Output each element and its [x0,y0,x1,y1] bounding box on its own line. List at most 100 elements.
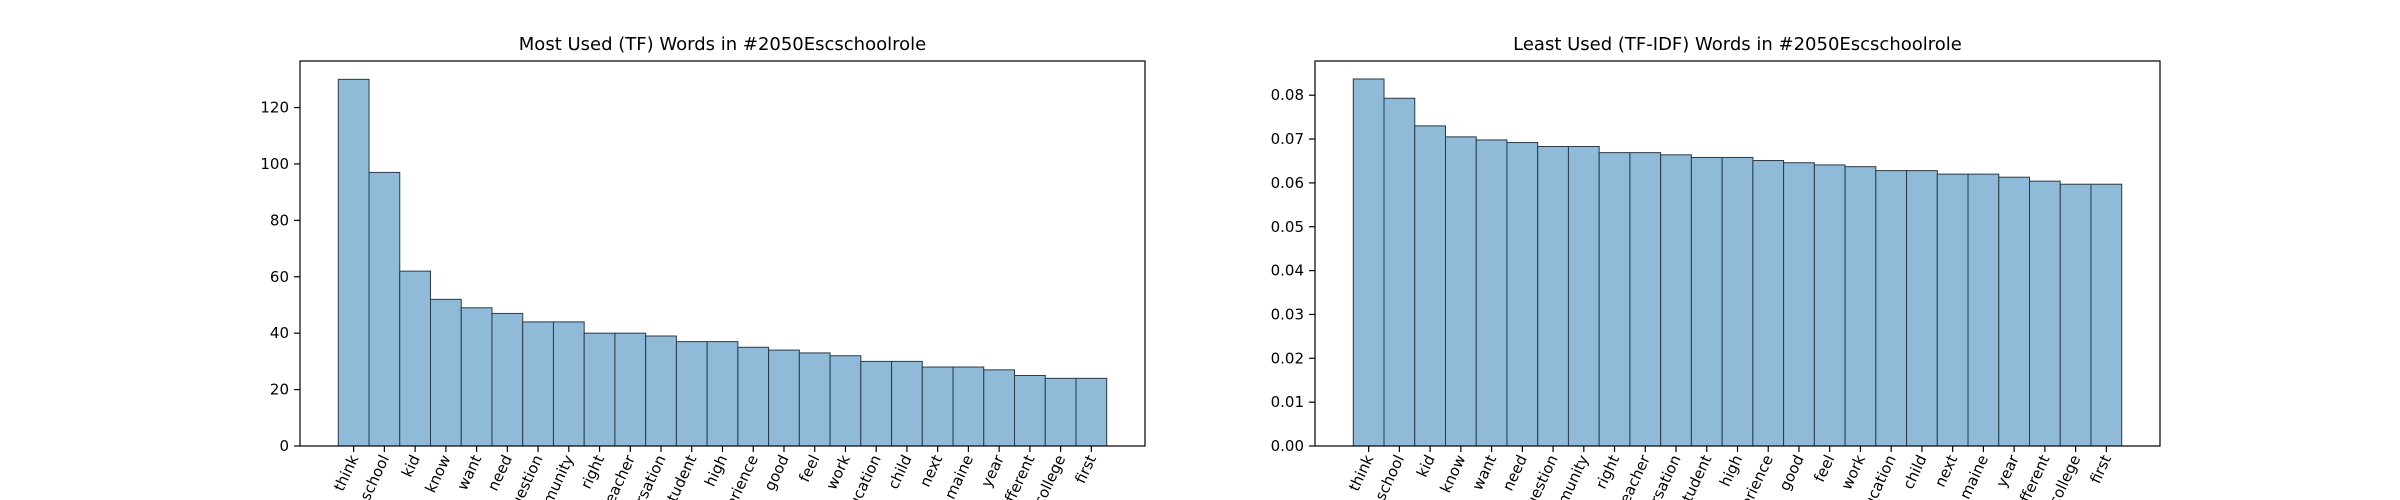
bar [675,341,708,447]
bar [2059,183,2092,447]
bar [1383,97,1416,447]
bar [1813,164,1846,447]
y-tick-label: 0.02 [1271,349,1304,367]
x-tick-label: think [1345,452,1377,494]
bar [1414,125,1446,447]
x-tick-label: high [701,452,731,489]
y-tick-label: 0 [279,437,289,455]
x-tick-label: school [356,452,393,500]
chart: Most Used (TF) Words in #2050Escschoolro… [260,34,1146,500]
x-tick-label: school [1371,452,1408,500]
y-tick-label: 0.06 [1271,174,1304,192]
bar [1936,173,1969,447]
bar [1598,152,1631,447]
y-tick-label: 100 [260,155,289,173]
x-tick-label: good [1775,452,1807,494]
bar [1075,377,1108,447]
y-tick-label: 0.01 [1271,393,1304,411]
bar [1967,173,2000,447]
bar [891,360,923,447]
x-tick-label: child [884,452,915,492]
y-tick-label: 0.08 [1271,86,1304,104]
bar [860,360,893,447]
x-tick-label: right [577,452,608,492]
x-tick-label: first [1071,452,1100,486]
bar [614,332,647,447]
x-tick-label: year [977,451,1008,490]
bar [2029,180,2061,447]
x-tick-label: right [1592,452,1623,492]
bar [706,341,739,447]
bar [1998,176,2031,447]
x-tick-label: feel [795,452,823,485]
bar [1506,142,1539,447]
x-tick-label: child [1899,452,1930,492]
bar [645,335,677,447]
x-tick-label: high [1716,452,1746,489]
chart-title: Most Used (TF) Words in #2050Escschoolro… [519,34,926,55]
bar [1044,377,1077,447]
x-tick-label: good [760,452,792,494]
x-tick-label: know [421,452,454,496]
bar [1444,136,1477,447]
x-tick-label: need [484,452,516,494]
bar [399,270,431,447]
x-tick-label: know [1436,452,1469,496]
x-tick-label: kid [1413,452,1439,480]
x-tick-label: want [1468,452,1500,493]
bar [583,332,616,447]
y-tick-label: 20 [270,381,289,399]
bar [1690,156,1723,447]
bar [1629,152,1662,447]
bar [552,321,585,447]
y-tick-label: 80 [270,211,289,229]
x-tick-label: think [330,452,362,494]
x-tick-label: feel [1810,452,1838,485]
bar [460,307,493,447]
bar [1844,166,1877,447]
bar [1752,160,1785,447]
x-tick-label: kid [398,452,424,480]
bar [491,312,524,447]
bar [1875,170,1908,447]
x-tick-label: maine [1956,452,1992,500]
y-tick-label: 120 [260,99,289,117]
chart-title: Least Used (TF-IDF) Words in #2050Escsch… [1513,34,1962,55]
bar [368,171,401,447]
bar [1783,162,1815,447]
bar [983,369,1016,447]
x-tick-label: next [916,452,946,490]
y-tick-label: 0.07 [1271,130,1304,148]
bar [952,366,985,447]
y-tick-label: 0.04 [1271,262,1304,280]
x-tick-label: want [453,452,485,493]
bar [1475,139,1508,447]
bar [737,346,770,447]
y-tick-label: 0.03 [1271,305,1304,323]
bar [1660,154,1692,447]
bar [1352,78,1385,447]
bar [2090,183,2123,447]
axes-frame [1314,60,2161,447]
x-tick-label: year [1992,451,2023,490]
bar [1537,146,1569,447]
y-tick-label: 0.00 [1271,437,1304,455]
x-tick-label: first [2086,452,2115,486]
chart: Least Used (TF-IDF) Words in #2050Escsch… [1271,34,2161,500]
bar [1014,374,1046,447]
x-tick-label: work [822,452,854,493]
bar [429,298,462,447]
x-tick-label: maine [941,452,977,500]
bar [768,349,800,447]
y-tick-label: 60 [270,268,289,286]
x-tick-label: need [1499,452,1531,494]
bar [829,355,862,447]
bar [921,366,954,447]
x-tick-label: work [1837,452,1869,493]
bar [1567,146,1600,447]
bar [1721,156,1754,447]
y-tick-label: 0.05 [1271,218,1304,236]
axes-frame [299,60,1146,447]
